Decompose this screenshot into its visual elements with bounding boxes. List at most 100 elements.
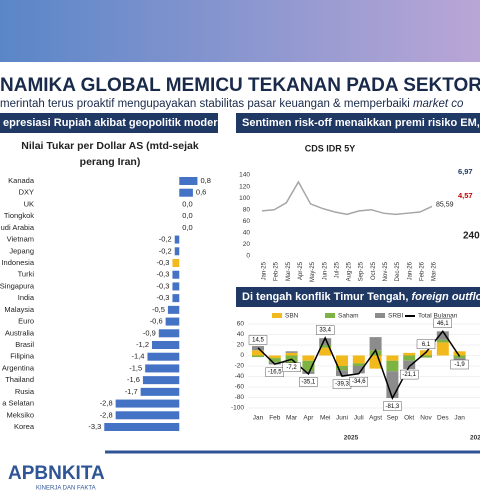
value-label: 85,59 bbox=[436, 201, 454, 208]
value-label: 0,0 bbox=[182, 211, 192, 220]
bar bbox=[179, 188, 193, 197]
panel-title-italic: foreign outflow t bbox=[412, 291, 480, 303]
bar-segment bbox=[453, 351, 466, 356]
bar-segment bbox=[453, 358, 466, 361]
value-label: -81,3 bbox=[386, 404, 400, 410]
y-tick-label: 60 bbox=[237, 321, 245, 328]
value-label: -2,8 bbox=[100, 399, 113, 408]
value-label: -1,5 bbox=[129, 363, 142, 372]
category-label: India bbox=[18, 293, 35, 302]
bar bbox=[167, 305, 180, 314]
value-label: -7,2 bbox=[286, 365, 297, 371]
logo: APBNKITA bbox=[8, 463, 105, 484]
value-label: -0,9 bbox=[143, 328, 156, 337]
bar-segment bbox=[319, 345, 332, 348]
y-tick-label: 120 bbox=[239, 183, 250, 190]
category-label: Malaysia bbox=[4, 305, 34, 314]
bar bbox=[147, 352, 180, 361]
bar bbox=[174, 247, 180, 256]
bar bbox=[115, 411, 180, 420]
line bbox=[257, 330, 461, 401]
y-tick-label: -40 bbox=[235, 373, 245, 380]
annotation: 6,97 bbox=[458, 167, 473, 176]
x-tick-label: Jun-25 bbox=[322, 261, 328, 280]
x-tick-label: Sep bbox=[387, 415, 399, 422]
label-box bbox=[316, 325, 335, 335]
x-group-label: 202 bbox=[470, 435, 480, 442]
bar-segment bbox=[285, 351, 298, 353]
x-tick-label: Oct-25 bbox=[371, 261, 377, 280]
legend-label: Saham bbox=[338, 313, 359, 320]
value-label: -1,4 bbox=[132, 352, 145, 361]
category-label: Singapura bbox=[0, 281, 35, 290]
x-tick-label: Mar bbox=[286, 415, 298, 422]
value-label: -0,3 bbox=[157, 258, 170, 267]
x-tick-label: Aug-25 bbox=[347, 261, 353, 281]
value-label: -0,3 bbox=[157, 281, 170, 290]
label-box bbox=[299, 377, 318, 387]
x-tick-label: Agst bbox=[369, 415, 382, 422]
chart-title: perang Iran) bbox=[80, 156, 141, 168]
bar-segment bbox=[319, 347, 332, 356]
x-tick-label: Mar-25 bbox=[286, 261, 292, 281]
bar-segment bbox=[302, 355, 315, 361]
x-tick-label: Feb-25 bbox=[274, 261, 280, 281]
bar-segment bbox=[252, 355, 264, 358]
bar-segment bbox=[352, 355, 365, 364]
category-label: a Selatan bbox=[2, 399, 34, 408]
bar-segment bbox=[386, 355, 399, 361]
category-label: Meksiko bbox=[6, 410, 34, 419]
panel-title: Sentimen risk-off menaikkan premi risiko… bbox=[242, 117, 480, 129]
category-label: Euro bbox=[18, 317, 34, 326]
x-tick-label: Apr-25 bbox=[298, 261, 304, 280]
value-label: -0,2 bbox=[159, 246, 172, 255]
category-label: Korea bbox=[14, 422, 35, 431]
x-tick-label: Juli bbox=[354, 415, 364, 422]
bar-segment bbox=[302, 360, 315, 372]
value-label: -34,6 bbox=[352, 379, 366, 385]
label-box bbox=[282, 362, 301, 372]
annotation: 4,57 bbox=[458, 191, 473, 200]
bar bbox=[165, 317, 180, 326]
y-tick-label: -20 bbox=[235, 363, 245, 370]
bar-segment bbox=[336, 370, 348, 376]
value-label: -0,6 bbox=[150, 317, 163, 326]
bar-segment bbox=[403, 355, 416, 361]
category-label: UK bbox=[24, 199, 34, 208]
x-tick-label: Juni bbox=[336, 415, 348, 422]
value-label: -1,6 bbox=[127, 375, 140, 384]
category-label: Turki bbox=[18, 270, 35, 279]
label-box bbox=[433, 318, 452, 328]
bar-segment bbox=[285, 352, 298, 356]
slide-subtitle: merintah terus proaktif mengupayakan sta… bbox=[0, 98, 464, 110]
legend-label: SBN bbox=[285, 313, 299, 320]
x-tick-label: Des bbox=[437, 415, 449, 422]
value-label: 46,1 bbox=[437, 321, 449, 327]
y-tick-label: -60 bbox=[235, 384, 245, 391]
value-label: -35,1 bbox=[302, 380, 316, 386]
slide-title: NAMIKA GLOBAL MEMICU TEKANAN PADA SEKTOR… bbox=[0, 75, 480, 96]
value-label: -1,2 bbox=[136, 340, 149, 349]
category-label: Indonesia bbox=[1, 258, 34, 267]
annotation: 240 bbox=[463, 231, 480, 242]
bar-segment bbox=[369, 350, 382, 356]
bar-segment bbox=[403, 352, 416, 356]
category-label: Tiongkok bbox=[4, 211, 34, 220]
bar-segment bbox=[319, 338, 332, 345]
category-label: Argentina bbox=[2, 363, 35, 372]
y-tick-label: 20 bbox=[237, 342, 245, 349]
value-label: 14,5 bbox=[252, 337, 264, 343]
bar-segment bbox=[436, 331, 449, 340]
value-label: -0,3 bbox=[157, 293, 170, 302]
bar bbox=[145, 364, 180, 373]
x-tick-label: Sep-25 bbox=[359, 261, 365, 281]
bar bbox=[179, 177, 198, 185]
panel-header bbox=[236, 113, 480, 133]
x-tick-label: Mei bbox=[320, 415, 330, 422]
x-tick-label: Jan bbox=[253, 415, 264, 422]
legend-label: SRBI bbox=[388, 313, 403, 320]
bar-segment bbox=[369, 337, 382, 351]
x-tick-label: Feb-26 bbox=[419, 261, 425, 281]
value-label: -1,9 bbox=[454, 362, 465, 368]
